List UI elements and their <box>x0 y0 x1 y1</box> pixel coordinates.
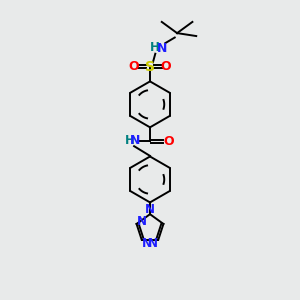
Text: O: O <box>160 60 171 73</box>
Text: N: N <box>142 237 152 250</box>
Text: S: S <box>145 60 155 74</box>
Text: N: N <box>148 237 158 250</box>
Text: H: H <box>149 41 159 54</box>
Text: H: H <box>125 134 135 147</box>
Text: N: N <box>145 203 155 216</box>
Text: N: N <box>137 215 147 228</box>
Text: N: N <box>130 134 140 147</box>
Text: O: O <box>129 60 140 73</box>
Text: O: O <box>164 135 175 148</box>
Text: N: N <box>157 42 168 55</box>
